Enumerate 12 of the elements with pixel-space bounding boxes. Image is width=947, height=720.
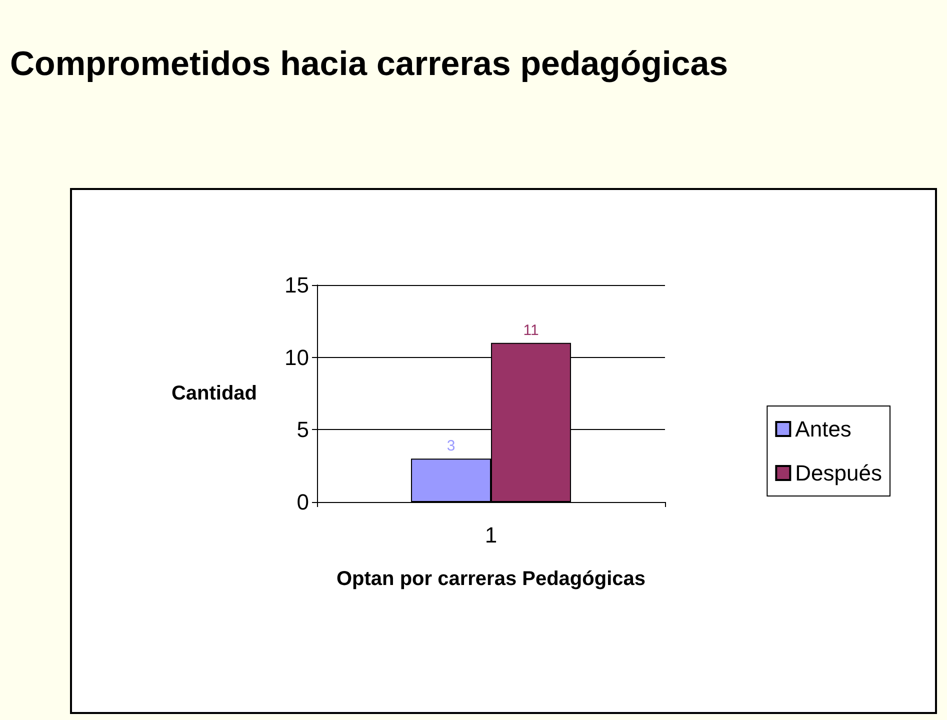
y-axis-title: Cantidad: [171, 382, 257, 404]
y-tick-label: 15: [284, 272, 309, 298]
legend-label: Después: [795, 460, 882, 486]
x-tick-label: 1: [484, 522, 498, 548]
y-tick-label: 0: [296, 490, 309, 514]
data-label: 3: [446, 438, 456, 455]
legend-label: Antes: [795, 416, 852, 442]
chart-title: Comprometidos hacia carreras pedagógicas: [10, 45, 728, 84]
x-axis-title: Optan por carreras Pedagógicas: [336, 568, 646, 590]
y-tick-label: 10: [284, 344, 309, 370]
y-tick-label: 5: [296, 417, 309, 442]
data-label: 11: [523, 322, 539, 339]
